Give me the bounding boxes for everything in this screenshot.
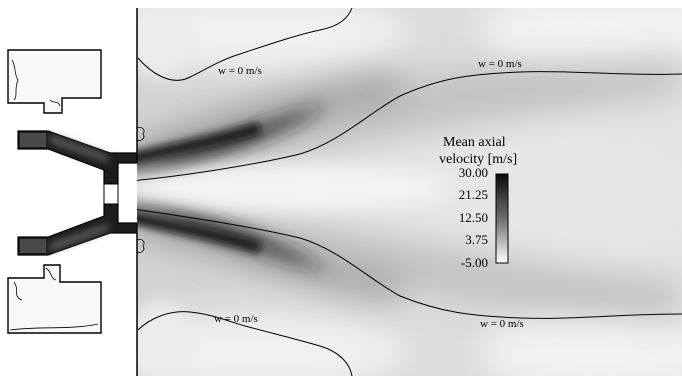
zero-contour-bottom-left: [137, 311, 353, 376]
colorbar-tick-12: 12.50: [459, 210, 488, 225]
lower-swirler-channel: [17, 203, 138, 256]
contour-label-bottom-right: w = 0 m/s: [480, 318, 524, 330]
center-body: [103, 183, 119, 205]
contour-label-bottom-left: w = 0 m/s: [214, 313, 258, 325]
chamber-field: [137, 8, 682, 376]
zero-contour-top-right: [137, 71, 682, 182]
lower-plenum: [7, 264, 102, 334]
colorbar: Mean axial velocity [m/s] 30.00 21.25 12…: [439, 135, 517, 270]
colorbar-tick-3: 3.75: [465, 232, 488, 247]
upper-swirler-channel: [17, 130, 138, 185]
colorbar-tick-neg5: -5.00: [461, 255, 488, 270]
upper-plenum: [7, 49, 102, 114]
colorbar-tick-21: 21.25: [459, 187, 488, 202]
colorbar-scale: [495, 173, 509, 264]
contour-label-top-right: w = 0 m/s: [478, 58, 522, 70]
colorbar-tick-30: 30.00: [459, 165, 488, 180]
zero-contour-bottom-right: [137, 208, 682, 319]
contour-label-top-left: w = 0 m/s: [218, 65, 262, 77]
colorbar-title-line1: Mean axial: [443, 135, 506, 150]
colorbar-title-line2: velocity [m/s]: [439, 152, 517, 167]
zero-contour-top-left: [137, 8, 353, 81]
